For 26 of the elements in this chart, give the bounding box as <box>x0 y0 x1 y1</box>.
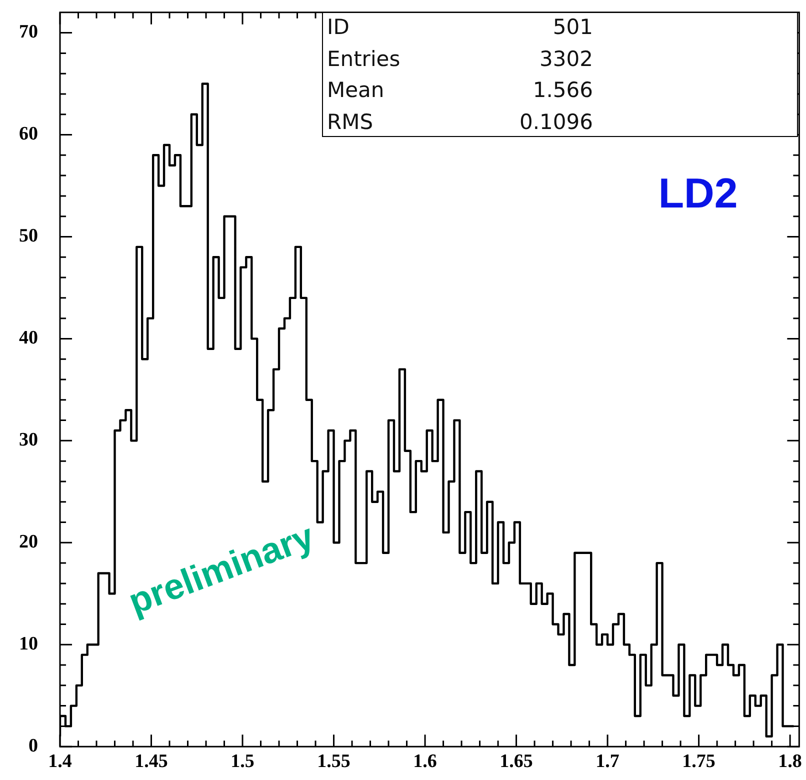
annotation: LD2 <box>658 170 738 217</box>
y-tick-label: 60 <box>19 124 38 145</box>
y-tick-label: 10 <box>19 634 38 655</box>
y-tick-label: 70 <box>19 22 38 43</box>
x-tick-label: 1.7 <box>596 750 620 772</box>
x-tick-label: 1.55 <box>317 750 350 772</box>
annotation: Mean <box>327 78 384 102</box>
x-tick-label: 1.6 <box>413 750 437 772</box>
y-tick-label: 30 <box>19 430 38 451</box>
x-tick-label: 1.8 <box>778 750 802 772</box>
y-tick-label: 20 <box>19 532 38 553</box>
annotation: 0.1096 <box>520 110 593 134</box>
annotation: ID <box>327 15 350 39</box>
y-tick-label: 40 <box>19 328 38 349</box>
annotation: 3302 <box>540 46 593 70</box>
x-tick-label: 1.75 <box>682 750 716 772</box>
x-tick-label: 1.65 <box>500 750 533 772</box>
annotation: Entries <box>327 46 400 70</box>
y-tick-label: 0 <box>28 736 38 757</box>
annotation: 501 <box>552 15 593 39</box>
x-tick-label: 1.5 <box>230 750 254 772</box>
x-tick-label: 1.4 <box>48 750 72 772</box>
y-tick-label: 50 <box>19 226 38 247</box>
x-tick-label: 1.45 <box>134 750 168 772</box>
annotation: RMS <box>327 110 374 134</box>
annotation: 1.566 <box>532 78 593 102</box>
